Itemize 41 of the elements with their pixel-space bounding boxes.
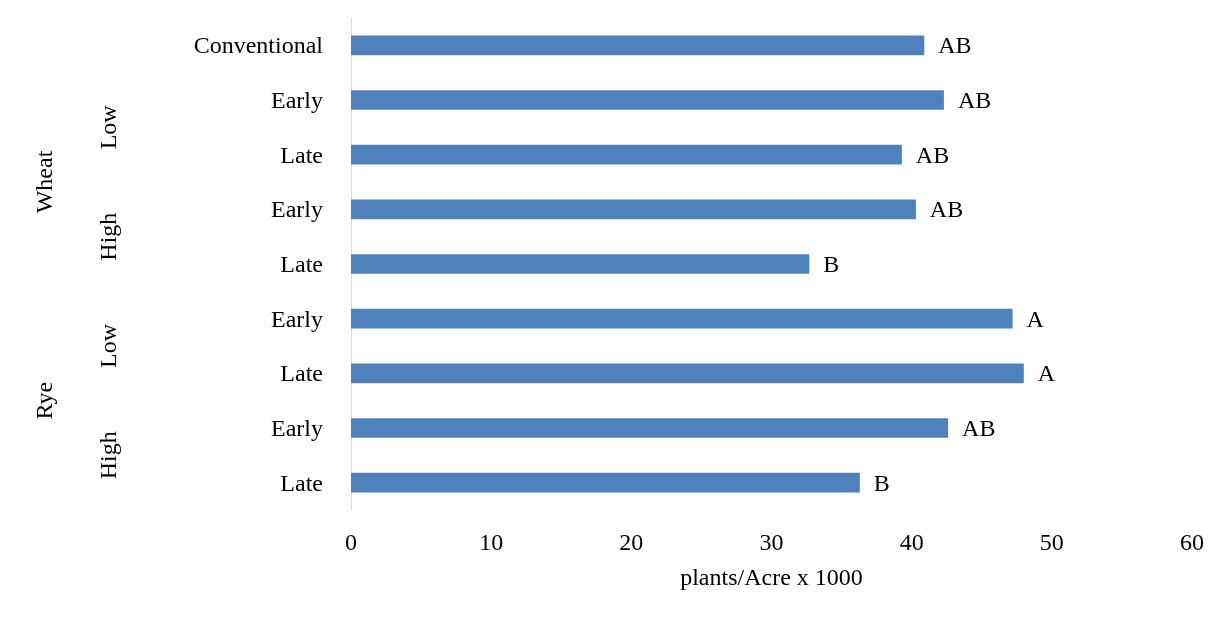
bar xyxy=(351,418,949,438)
x-tick-label: 0 xyxy=(345,529,357,555)
bar xyxy=(351,472,860,493)
y-tick-label: Late xyxy=(280,360,323,387)
x-axis-title: plants/Acre x 1000 xyxy=(680,564,863,590)
bar xyxy=(351,363,1024,384)
x-tick-label: 40 xyxy=(899,529,924,555)
y-tick-label: Conventional xyxy=(193,32,324,59)
data-label: A xyxy=(1026,305,1045,332)
text: Rye xyxy=(31,381,57,420)
data-label: AB xyxy=(957,87,992,113)
bar xyxy=(351,144,902,165)
text: Wheat xyxy=(31,150,57,214)
data-label: AB xyxy=(929,196,964,223)
bar xyxy=(351,199,916,220)
data-label: B xyxy=(873,469,890,496)
data-label: A xyxy=(1037,360,1056,387)
bar xyxy=(351,308,1013,329)
text: High xyxy=(95,212,121,261)
y-tick-label: Early xyxy=(271,196,323,223)
y-tick-label: Early xyxy=(271,305,323,332)
y-tick-label: Late xyxy=(280,469,323,496)
data-label: AB xyxy=(938,32,972,59)
x-tick-label: 30 xyxy=(759,529,784,555)
y-tick-label: Late xyxy=(280,251,323,277)
data-label: AB xyxy=(915,141,950,168)
x-tick-label: 10 xyxy=(479,529,504,555)
x-tick-label: 20 xyxy=(619,529,644,555)
text: High xyxy=(95,431,121,480)
data-label: AB xyxy=(962,415,996,441)
bar xyxy=(351,90,944,110)
y-tick-label: Early xyxy=(271,87,323,113)
bar xyxy=(351,254,810,274)
bar xyxy=(351,35,925,56)
y-tick-label: Early xyxy=(271,415,323,441)
text: Low xyxy=(95,104,121,150)
x-tick-label: 50 xyxy=(1039,529,1064,555)
x-tick-label: 60 xyxy=(1180,529,1204,555)
y-tick-label: Late xyxy=(280,141,323,168)
text: Low xyxy=(95,323,121,368)
data-label: B xyxy=(823,251,840,277)
